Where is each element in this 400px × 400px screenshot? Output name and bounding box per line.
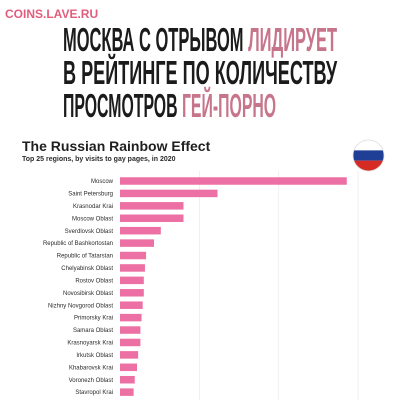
watermark: COINS.LAVE.RU bbox=[5, 7, 99, 21]
flag-band-red bbox=[353, 160, 384, 171]
category-label-moscow: Moscow bbox=[91, 179, 114, 185]
bar-stavropol-krai bbox=[120, 388, 134, 396]
category-label-khabarovsk-krai: Khabarovsk Krai bbox=[69, 365, 113, 371]
headline-line-1-text: МОСКВА С ОТРЫВОМ bbox=[63, 21, 244, 58]
category-label-irkutsk-oblast: Irkutsk Oblast bbox=[76, 353, 113, 359]
category-label-chelyabinsk-oblast: Chelyabinsk Oblast bbox=[61, 266, 113, 272]
bar-moscow bbox=[120, 177, 347, 185]
bar-voronezh-oblast bbox=[120, 375, 135, 384]
bar-samara-oblast bbox=[120, 326, 141, 334]
category-label-primorsky-krai: Primorsky Krai bbox=[74, 316, 113, 322]
bar-primorsky-krai bbox=[120, 313, 142, 322]
bar-khabarovsk-krai bbox=[120, 363, 138, 372]
bar-krasnoyarsk-krai bbox=[120, 338, 141, 347]
category-label-republic-of-tatarstan: Republic of Tatarstan bbox=[57, 254, 113, 260]
headline-line-1: МОСКВА С ОТРЫВОМ ЛИДИРУЕТ bbox=[63, 23, 337, 56]
headline-line-1-highlight: ЛИДИРУЕТ bbox=[248, 21, 338, 58]
category-label-samara-oblast: Samara Oblast bbox=[73, 328, 113, 334]
category-label-voronezh-oblast: Voronezh Oblast bbox=[69, 378, 114, 384]
category-label-saint-petersburg: Saint Petersburg bbox=[68, 192, 113, 198]
bar-sverdlovsk-oblast bbox=[120, 226, 161, 235]
headline-line-3: ПРОСМОТРОВ ГЕЙ-ПОРНО bbox=[63, 89, 276, 122]
bar-novosibirsk-oblast bbox=[120, 289, 144, 297]
russia-flag-icon bbox=[352, 139, 385, 172]
bar-republic-of-bashkortostan bbox=[120, 239, 155, 247]
bar-nizhny-novgorod-oblast bbox=[120, 301, 143, 309]
chart-title: The Russian Rainbow Effect bbox=[22, 138, 211, 154]
category-label-sverdlovsk-oblast: Sverdlovsk Oblast bbox=[65, 229, 114, 235]
headline-line-3-text: ПРОСМОТРОВ bbox=[63, 87, 178, 124]
category-label-krasnoyarsk-krai: Krasnoyarsk Krai bbox=[67, 341, 113, 347]
bar-irkutsk-oblast bbox=[120, 351, 139, 359]
category-label-krasnodar-krai: Krasnodar Krai bbox=[73, 204, 113, 210]
headline-line-3-highlight: ГЕЙ-ПОРНО bbox=[181, 87, 277, 124]
bar-rostov-oblast bbox=[120, 276, 144, 285]
chart-subtitle: Top 25 regions, by visits to gay pages, … bbox=[22, 156, 176, 163]
bar-saint-petersburg bbox=[120, 189, 218, 198]
headline-line-2: В РЕЙТИНГЕ ПО КОЛИЧЕСТВУ bbox=[63, 54, 338, 91]
category-label-nizhny-novgorod-oblast: Nizhny Novgorod Oblast bbox=[48, 303, 113, 309]
flag-band-blue bbox=[353, 150, 384, 161]
bar-republic-of-tatarstan bbox=[120, 251, 147, 260]
bar-krasnodar-krai bbox=[120, 202, 184, 210]
bar-chart: Moscow Saint Petersburg Krasnodar Krai Mosc… bbox=[43, 171, 359, 400]
category-label-moscow-oblast: Moscow Oblast bbox=[72, 216, 113, 222]
flag-band-white bbox=[353, 140, 384, 151]
bar-moscow-oblast bbox=[120, 214, 184, 223]
category-label-republic-of-bashkortostan: Republic of Bashkortostan bbox=[43, 241, 113, 247]
category-label-stavropol-krai: Stavropol Krai bbox=[75, 390, 113, 396]
bar-chelyabinsk-oblast bbox=[120, 264, 145, 272]
flag-outline bbox=[352, 139, 385, 172]
category-label-rostov-oblast: Rostov Oblast bbox=[75, 278, 113, 284]
category-label-novosibirsk-oblast: Novosibirsk Oblast bbox=[63, 291, 113, 297]
